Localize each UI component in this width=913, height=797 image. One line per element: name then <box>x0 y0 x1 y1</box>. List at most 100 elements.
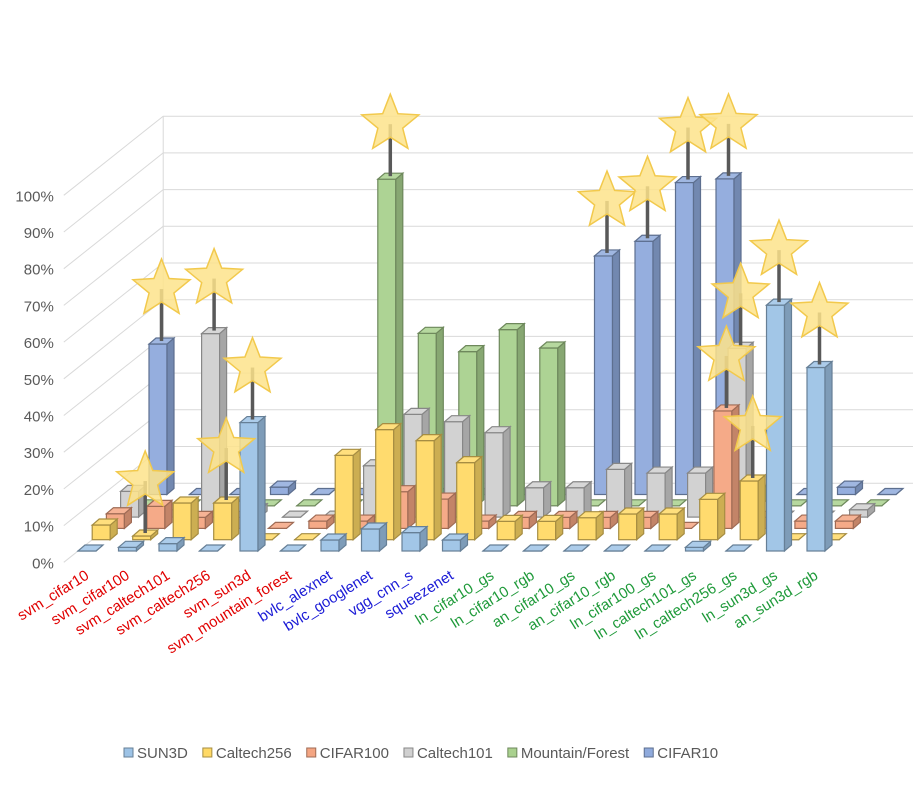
bar-top <box>295 499 324 507</box>
bar-side <box>516 322 525 508</box>
bar-side <box>407 484 416 530</box>
legend-item-caltech101: Caltech101 <box>403 745 493 762</box>
bar-top <box>645 466 674 474</box>
bar-top <box>521 544 551 552</box>
y-tick-label: 0% <box>32 555 54 572</box>
bar-sun3d-an_cifar10_gs <box>562 544 591 552</box>
bar-sun3d-an_sun3d_rgb <box>805 360 834 553</box>
bar-sun3d-ln_caltech256_gs <box>724 544 753 552</box>
bar-top <box>495 514 524 522</box>
bar-mountain-forest-svm_sun3d <box>295 499 324 507</box>
bar-top <box>683 540 713 548</box>
bar-front <box>618 513 638 541</box>
bar-sun3d-ln_cifar10_rgb <box>521 544 551 552</box>
legend-item-caltech256: Caltech256 <box>202 745 292 762</box>
bar-cifar10-an_cifar10_rgb <box>673 175 703 496</box>
y-tick-label: 40% <box>24 409 54 426</box>
bar-top <box>835 480 865 488</box>
y-tick-label: 60% <box>24 335 54 352</box>
bar-caltech256-ln_cifar10_gs <box>495 514 524 542</box>
bar-cifar100-svm_mountain_forest <box>307 513 336 530</box>
bar-top <box>293 533 322 541</box>
bar-front <box>360 528 381 552</box>
bar-caltech101-an_sun3d_rgb <box>847 502 877 519</box>
highlight-star <box>617 154 678 239</box>
legend-swatch <box>202 747 213 758</box>
bar-top <box>536 514 565 522</box>
bar-top <box>604 462 634 470</box>
bar-front <box>308 520 328 529</box>
y-tick-label: 100% <box>15 188 53 205</box>
bar-top <box>414 434 443 442</box>
bar-sun3d-svm_mountain_forest <box>278 544 308 552</box>
legend-item-mountain-forest: Mountain/Forest <box>507 745 630 762</box>
bar-top <box>309 487 338 496</box>
bar-front <box>269 486 290 496</box>
bar-top <box>538 341 567 349</box>
star-icon <box>359 92 421 151</box>
bar-top <box>319 533 348 541</box>
bar-top <box>562 544 591 552</box>
bar-cifar100-an_sun3d_rgb <box>833 513 863 530</box>
star-icon <box>222 335 283 394</box>
bar-caltech256-ln_caltech101_gs <box>698 492 727 542</box>
bar-caltech101-an_cifar10_rgb <box>645 465 674 519</box>
bar-top <box>268 480 298 488</box>
bar-front <box>415 440 435 541</box>
bar-side <box>502 425 511 519</box>
bar-caltech256-ln_cifar10_rgb <box>536 514 565 542</box>
legend-label: Mountain/Forest <box>521 745 630 762</box>
star-icon <box>576 168 638 227</box>
bar-side <box>692 175 702 496</box>
legend-swatch <box>123 747 134 758</box>
bar-caltech256-bvlc_googlenet <box>374 422 403 542</box>
legend-swatch <box>507 747 518 758</box>
bar-top <box>400 526 429 534</box>
bar-side <box>352 447 361 542</box>
highlight-star <box>131 256 192 342</box>
bar-top <box>278 544 308 552</box>
bar-sun3d-bvlc_alexnet <box>319 532 348 553</box>
bar-side <box>190 495 199 542</box>
bar-front <box>836 486 857 496</box>
bar-caltech256-squeezenet <box>455 455 484 542</box>
bar-side <box>433 433 442 542</box>
bar-top <box>602 544 632 552</box>
bar-top <box>481 544 510 552</box>
bar-top <box>483 426 512 434</box>
y-tick-label: 70% <box>24 298 54 315</box>
legend-label: Caltech256 <box>216 745 292 762</box>
highlight-star <box>789 280 850 365</box>
bar-sun3d-svm_cifar100 <box>116 540 146 553</box>
bar-sun3d-svm_cifar10 <box>76 544 105 552</box>
bar-side <box>257 415 266 553</box>
bar-side <box>652 233 661 496</box>
bar-front <box>806 366 826 552</box>
bar-sun3d-svm_sun3d <box>238 415 267 553</box>
bar-side <box>717 492 726 542</box>
bar-top <box>876 487 905 496</box>
bar-top <box>104 507 134 515</box>
legend-label: SUN3D <box>137 745 188 762</box>
bar-cifar10-svm_sun3d <box>309 487 338 496</box>
bar-sun3d-ln_caltech101_gs <box>683 540 713 553</box>
bar-side <box>393 422 402 542</box>
bar-sun3d-an_cifar10_rgb <box>602 544 632 552</box>
bar-top <box>833 514 863 522</box>
legend-item-cifar100: CIFAR100 <box>306 745 389 762</box>
gridline <box>63 115 913 196</box>
bar-top <box>280 510 310 518</box>
bar-top <box>374 423 403 431</box>
legend-label: CIFAR10 <box>657 745 718 762</box>
y-tick-label: 90% <box>24 225 54 242</box>
bar-cifar10-an_cifar10_gs <box>633 233 662 496</box>
bar-caltech101-squeezenet <box>483 425 512 519</box>
bar-top <box>657 507 686 515</box>
bar-top <box>416 326 445 334</box>
bar-caltech256-svm_caltech101 <box>171 495 200 542</box>
bar-top <box>643 544 672 552</box>
bar-side <box>231 495 240 542</box>
star-icon <box>748 218 810 277</box>
bar-caltech256-ln_cifar100_gs <box>657 506 686 542</box>
